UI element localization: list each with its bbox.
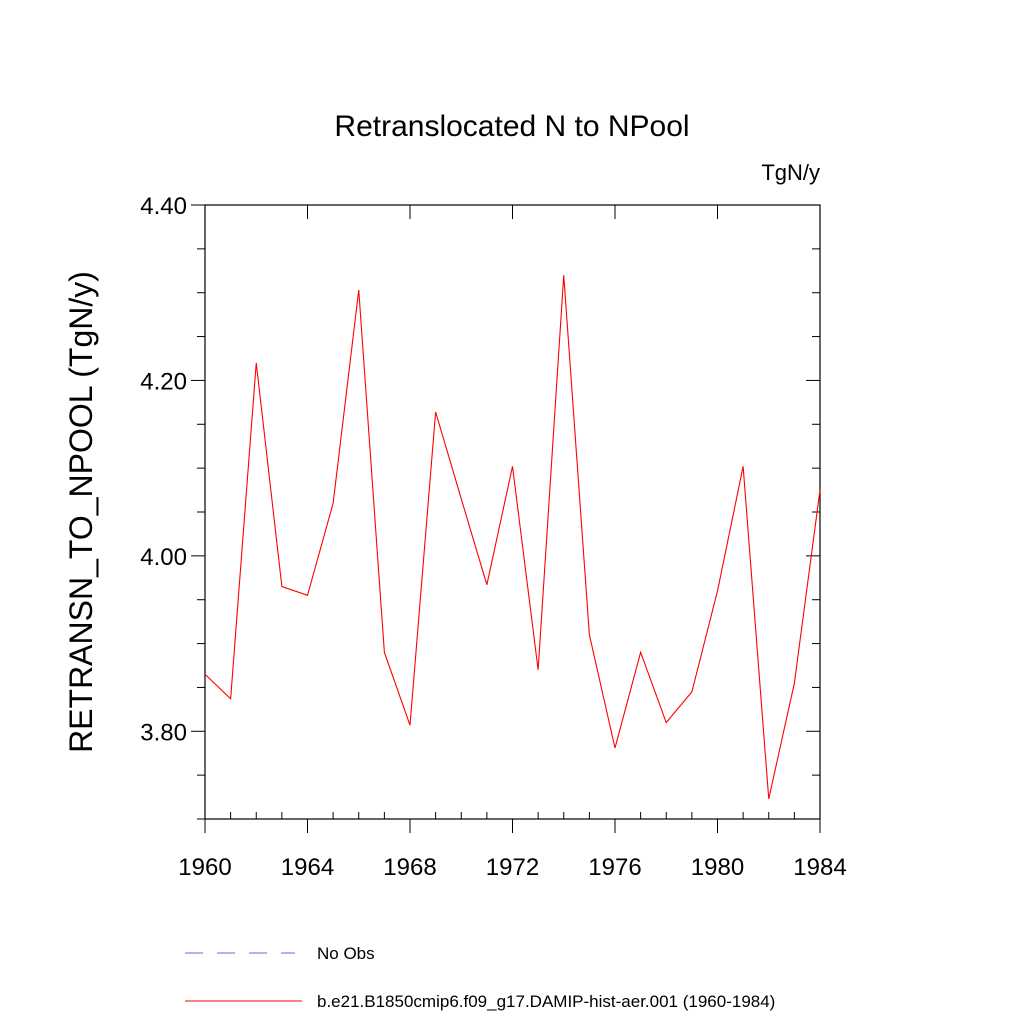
y-axis-label: RETRANSN_TO_NPOOL (TgN/y) (63, 271, 99, 753)
x-tick-label: 1976 (588, 854, 641, 881)
chart-title: Retranslocated N to NPool (334, 110, 689, 143)
series-layer (204, 275, 821, 799)
legend-label-model: b.e21.B1850cmip6.f09_g17.DAMIP-hist-aer.… (317, 992, 775, 1011)
axis-ticks: 3.80 4.00 4.20 4.40 1960 1964 1968 1972 1976 1980… (140, 193, 846, 881)
y-tick-label: 3.80 (140, 719, 187, 746)
x-tick-label: 1984 (793, 854, 846, 881)
x-tick-label: 1980 (691, 854, 744, 881)
y-tick-label: 4.40 (140, 193, 187, 220)
y-tick-label: 4.00 (140, 544, 187, 571)
legend: No Obs b.e21.B1850cmip6.f09_g17.DAMIP-hi… (185, 944, 775, 1011)
plot-frame (204, 204, 821, 820)
x-tick-label: 1972 (486, 854, 539, 881)
units-label: TgN/y (761, 160, 820, 185)
series-line-1 (204, 275, 821, 799)
x-tick-label: 1960 (178, 854, 231, 881)
y-tick-label: 4.20 (140, 368, 187, 395)
x-tick-label: 1968 (383, 854, 436, 881)
legend-label-no-obs: No Obs (317, 944, 375, 963)
x-tick-label: 1964 (281, 854, 334, 881)
